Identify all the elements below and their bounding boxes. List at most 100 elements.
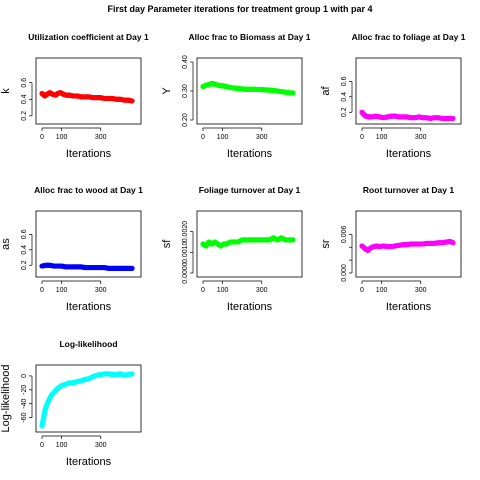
chart-title: Foliage turnover at Day 1 (199, 185, 301, 195)
y-tick-label: 0.2 (21, 260, 28, 270)
chart-title: Utilization coefficient at Day 1 (28, 32, 149, 42)
x-axis-label: Iterations (66, 456, 112, 468)
plot-frame (196, 210, 303, 278)
x-tick-label: 100 (217, 134, 229, 141)
data-series (200, 80, 296, 96)
x-tick-label: 300 (256, 134, 268, 141)
y-axis-label: as (0, 238, 12, 250)
y-tick-label: 0.4 (21, 94, 28, 104)
x-axis: 0 100 300 (40, 435, 107, 449)
x-tick-label: 0 (201, 287, 205, 294)
y-axis-label: Y (161, 87, 173, 95)
x-tick-label: 300 (256, 287, 268, 294)
y-axis: 0.2 0.4 0.6 (21, 229, 33, 270)
y-tick-label: 0.6 (341, 76, 348, 86)
y-tick-label: 0.30 (182, 84, 189, 98)
x-tick-label: 100 (56, 442, 68, 449)
data-series (359, 109, 456, 122)
chart-panel-2: Alloc frac to Biomass at Day 1 0 100 300 Ite… (161, 32, 311, 160)
data-point (129, 98, 135, 104)
data-point (129, 371, 135, 377)
plot-frame (35, 210, 142, 278)
y-tick-label: 0.2 (341, 107, 348, 117)
plot-frame (196, 57, 303, 125)
data-point (450, 240, 456, 246)
y-tick-label: 0.0020 (182, 221, 189, 243)
y-axis-label: sr (320, 239, 332, 249)
y-axis: 0.2 0.4 0.6 (21, 78, 33, 121)
chart-title: Alloc frac to wood at Day 1 (34, 185, 143, 195)
x-tick-label: 300 (415, 287, 427, 294)
data-series (359, 238, 456, 254)
x-axis-label: Iterations (66, 301, 112, 313)
x-axis: 0 100 300 (40, 280, 107, 294)
x-tick-label: 0 (40, 287, 44, 294)
x-tick-label: 300 (95, 287, 107, 294)
x-tick-label: 0 (360, 287, 364, 294)
y-tick-label: -40 (21, 399, 28, 409)
data-series (39, 262, 135, 271)
y-tick-label: 0.20 (182, 113, 189, 127)
y-axis: 0.000 0.006 (341, 225, 353, 282)
x-axis: 0 100 300 (201, 127, 268, 141)
y-tick-label: -20 (21, 385, 28, 395)
y-tick-label: 0 (21, 374, 28, 378)
x-tick-label: 0 (201, 134, 205, 141)
y-tick-label: 0.4 (21, 245, 28, 255)
chart-panel-5: Foliage turnover at Day 1 0 100 300 Iteratio… (161, 185, 303, 313)
chart-title: Log-likelihood (59, 339, 117, 349)
chart-panel-6: Root turnover at Day 1 0 100 300 Iterations 0… (320, 185, 462, 313)
y-axis-label: Log-likelihood (0, 365, 12, 433)
x-axis: 0 100 300 (360, 280, 427, 294)
y-tick-label: 0.4 (341, 92, 348, 102)
data-point (450, 115, 456, 122)
plot-frame (35, 364, 142, 433)
x-axis-label: Iterations (386, 301, 432, 313)
chart-panel-1: Utilization coefficient at Day 1 0 100 300 I… (0, 32, 149, 160)
x-tick-label: 300 (95, 442, 107, 449)
plot-frame (355, 210, 462, 278)
y-tick-label: 0.000 (341, 264, 348, 282)
x-axis: 0 100 300 (201, 280, 268, 294)
y-axis-label: af (320, 85, 332, 95)
chart-panel-7: Log-likelihood 0 100 300 Iterations -60 -40 -20… (0, 339, 142, 468)
y-axis-label: sf (161, 239, 173, 249)
plot-frame (35, 57, 142, 125)
x-axis-label: Iterations (386, 148, 432, 160)
x-axis-label: Iterations (227, 148, 273, 160)
x-axis-label: Iterations (227, 301, 273, 313)
x-axis-label: Iterations (66, 148, 112, 160)
chart-title: Alloc frac to foliage at Day 1 (352, 32, 466, 42)
x-tick-label: 100 (56, 287, 68, 294)
x-tick-label: 0 (360, 134, 364, 141)
y-tick-label: 0.006 (341, 225, 348, 243)
y-tick-label: 0.0010 (182, 241, 189, 263)
chart-panel-3: Alloc frac to foliage at Day 1 0 100 300 Ite… (320, 32, 466, 160)
y-axis: 0.20 0.30 0.40 (182, 55, 194, 127)
x-tick-label: 300 (95, 134, 107, 141)
y-tick-label: 0.6 (21, 229, 28, 239)
y-axis: -60 -40 -20 0 (21, 374, 33, 423)
x-tick-label: 0 (40, 134, 44, 141)
figure-title: First day Parameter iterations for treat… (107, 4, 372, 14)
x-tick-label: 100 (217, 287, 229, 294)
x-tick-label: 300 (415, 134, 427, 141)
data-point (290, 90, 296, 96)
chart-panel-4: Alloc frac to wood at Day 1 0 100 300 Iterat… (0, 185, 143, 313)
chart-title: Alloc frac to Biomass at Day 1 (189, 32, 311, 42)
data-series (39, 90, 135, 104)
plot-frame (355, 57, 462, 125)
x-tick-label: 100 (376, 287, 388, 294)
y-tick-label: 0.40 (182, 55, 189, 69)
chart-panels: Utilization coefficient at Day 1 0 100 300 I… (0, 32, 466, 468)
y-tick-label: 0.6 (21, 78, 28, 88)
x-tick-label: 100 (376, 134, 388, 141)
data-series (200, 235, 296, 249)
x-tick-label: 100 (56, 134, 68, 141)
data-point (129, 265, 135, 271)
x-axis: 0 100 300 (40, 127, 107, 141)
y-tick-label: 0.0000 (182, 262, 189, 284)
data-series (39, 371, 135, 429)
